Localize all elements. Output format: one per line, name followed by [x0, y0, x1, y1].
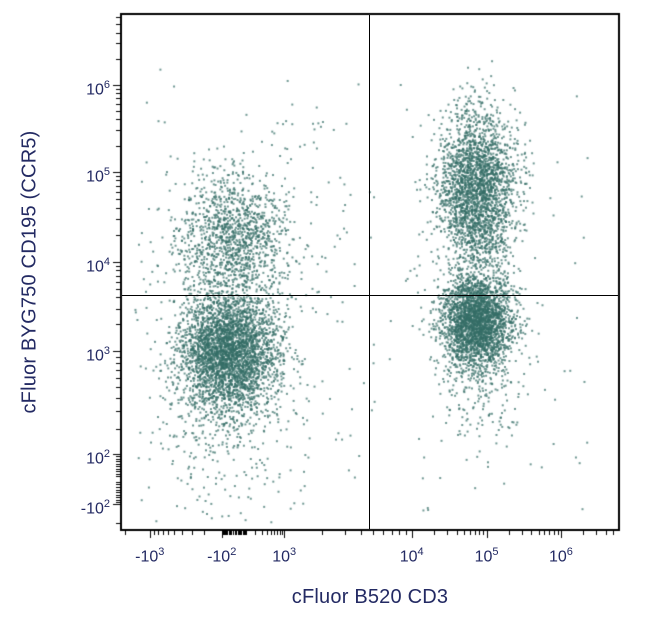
quadrant-gate-vertical-line[interactable] — [369, 15, 370, 529]
x-tick-label: 106 — [548, 546, 573, 566]
y-axis-title: cFluor BYG750 CD195 (CCR5) — [18, 130, 41, 414]
x-tick-label: -103 — [135, 546, 165, 566]
x-tick-label: -102 — [207, 546, 237, 566]
y-tick-label: 104 — [86, 255, 110, 276]
y-tick-label: 105 — [86, 165, 110, 186]
x-tick-label: 104 — [399, 546, 424, 566]
x-tick-label: 103 — [272, 546, 297, 566]
quadrant-gate-horizontal-line[interactable] — [122, 295, 618, 296]
x-axis-title: cFluor B520 CD3 — [291, 586, 449, 608]
y-tick-label: 103 — [86, 345, 110, 365]
y-tick-label: 102 — [86, 448, 110, 468]
y-tick-label: 106 — [86, 78, 110, 99]
y-tick-label: -102 — [80, 498, 110, 518]
x-tick-label: 105 — [474, 546, 499, 566]
